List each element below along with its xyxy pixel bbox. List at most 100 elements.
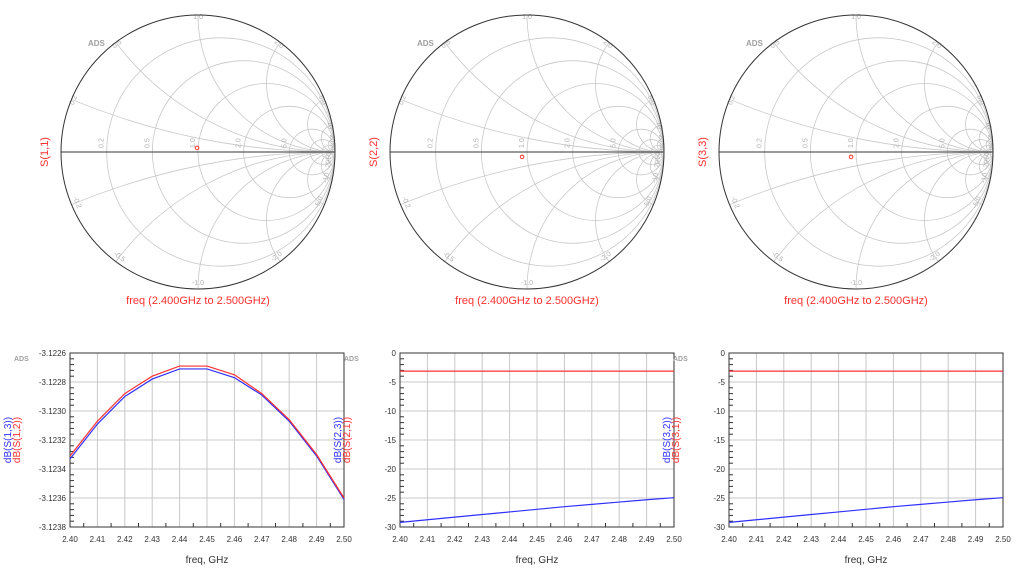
smith-chart-3: 0.2 0.5 1.0 2.0 5.0 0.2 -0.2 0.5 -0.5 1.0 -1.0 2.0 -…: [697, 14, 994, 307]
plot-frame: [728, 352, 1004, 528]
legend-label: dB(S(3,2)): [662, 417, 673, 463]
resistance-label: 0.2: [757, 138, 764, 148]
sweep-label: freq (2.400GHz to 2.500GHz): [784, 295, 928, 307]
reactance-label: 2.0: [273, 39, 285, 51]
reactance-arc: [649, 124, 665, 153]
legend-label: dB(S(2,3)): [333, 417, 344, 463]
trace-marker: [519, 154, 525, 160]
reactance-label: -20: [983, 160, 991, 171]
reactance-arc: [595, 151, 665, 262]
reactance-arc: [307, 98, 336, 153]
reactance-label: -50: [326, 152, 333, 162]
plot-frame: [69, 352, 345, 528]
reactance-label: -1.0: [192, 280, 204, 287]
x-tick-label: 2.43: [803, 535, 819, 544]
legend-label: dB(S(2,1)): [342, 417, 353, 463]
resistance-label: 5.0: [939, 138, 946, 148]
resistance-label: 0.5: [802, 138, 809, 148]
reactance-label: -50: [984, 152, 991, 162]
resistance-label: 2.0: [894, 138, 901, 148]
x-tick-label: 2.50: [666, 535, 682, 544]
y-tick-label: -5: [389, 378, 397, 387]
y-tick-label: -3.1232: [39, 436, 67, 445]
reactance-arc: [978, 151, 994, 180]
legend-label: dB(S(1,3)): [3, 417, 14, 463]
y-tick-label: -25: [384, 494, 396, 503]
reactance-arc: [978, 124, 994, 153]
reactance-arc: [965, 98, 994, 153]
reactance-label: -10: [322, 172, 331, 183]
y-tick-label: 0: [392, 349, 397, 358]
ads-watermark: ADS: [14, 356, 29, 363]
reactance-label: -0.5: [112, 251, 126, 264]
reactance-label: 0.2: [69, 94, 79, 106]
trace-label: S(3,3): [697, 137, 709, 167]
x-axis-label: freq, GHz: [186, 555, 229, 566]
reactance-arc: [526, 14, 665, 153]
reactance-label: 0.2: [398, 94, 408, 106]
y-tick-label: -5: [718, 378, 726, 387]
reactance-label: 20: [328, 134, 336, 143]
reactance-arc: [71, 98, 336, 153]
resistance-label: 2.0: [236, 138, 243, 148]
reactance-arc: [115, 42, 336, 153]
x-tick-label: 2.46: [886, 535, 902, 544]
reactance-arc: [400, 151, 665, 206]
smith-chart-1: 0.2 0.5 1.0 2.0 5.0 0.2 -0.2 0.5 -0.5 1.0 -1.0 2.0 -…: [39, 14, 336, 307]
y-tick-label: -10: [384, 407, 396, 416]
ads-watermark: ADS: [88, 39, 106, 48]
series-line-dBS12: [69, 365, 345, 499]
x-tick-label: 2.44: [172, 535, 188, 544]
reactance-arc: [197, 14, 336, 153]
resistance-label: 0.2: [99, 138, 106, 148]
reactance-label: -0.5: [770, 251, 784, 264]
x-tick-label: 2.46: [227, 535, 243, 544]
x-tick-label: 2.44: [831, 535, 847, 544]
x-tick-label: 2.41: [90, 535, 106, 544]
reactance-arc: [649, 151, 665, 180]
reactance-label: 20: [657, 134, 665, 143]
reactance-label: 50: [987, 143, 994, 151]
smith-grid: [400, 14, 665, 290]
x-tick-label: 2.42: [776, 535, 792, 544]
trace-marker: [194, 145, 200, 151]
reactance-label: -2.0: [928, 251, 942, 264]
reactance-label: -5.0: [643, 196, 654, 210]
ads-watermark: ADS: [417, 39, 435, 48]
smith-chart-2: 0.2 0.5 1.0 2.0 5.0 0.2 -0.2 0.5 -0.5 1.0 -1.0 2.0 -…: [368, 14, 665, 307]
reactance-label: -5.0: [314, 196, 325, 210]
y-tick-label: -15: [384, 436, 396, 445]
x-tick-label: 2.40: [721, 535, 737, 544]
x-tick-label: 2.50: [995, 535, 1011, 544]
y-tick-label: -20: [713, 465, 725, 474]
reactance-arc: [965, 151, 994, 206]
y-tick-label: -3.1234: [39, 465, 67, 474]
x-tick-label: 2.47: [584, 535, 600, 544]
y-tick-label: -15: [713, 436, 725, 445]
rect-plot-3: 2.40 2.41 2.42 2.43 2.44 2.45 2.46 2.47 2.48 2.49…: [662, 349, 1011, 566]
resistance-label: 1.0: [190, 138, 197, 148]
reactance-label: -0.2: [400, 196, 411, 210]
rect-plot-1: 2.40 2.41 2.42 2.43 2.44 2.45 2.46 2.47 2.48 2.49…: [3, 349, 352, 566]
reactance-label: -10: [980, 172, 989, 183]
y-tick-label: -3.1238: [39, 523, 67, 532]
y-tick-label: -10: [713, 407, 725, 416]
y-tick-label: -30: [384, 523, 396, 532]
x-tick-label: 2.45: [529, 535, 545, 544]
x-tick-label: 2.41: [749, 535, 765, 544]
x-axis-label: freq, GHz: [845, 555, 888, 566]
resistance-label: 0.5: [473, 138, 480, 148]
x-tick-label: 2.48: [611, 535, 627, 544]
series-line-dBS13: [69, 368, 345, 500]
reactance-arc: [266, 42, 336, 153]
reactance-label: -1.0: [521, 280, 533, 287]
reactance-label: 0.5: [111, 39, 123, 51]
trace-label: S(2,2): [368, 137, 380, 167]
y-tick-label: -30: [713, 523, 725, 532]
x-tick-label: 2.43: [144, 535, 160, 544]
reactance-arc: [729, 151, 994, 206]
y-tick-label: -25: [713, 494, 725, 503]
reactance-arc: [924, 151, 994, 262]
y-tick-label: -3.1236: [39, 494, 67, 503]
